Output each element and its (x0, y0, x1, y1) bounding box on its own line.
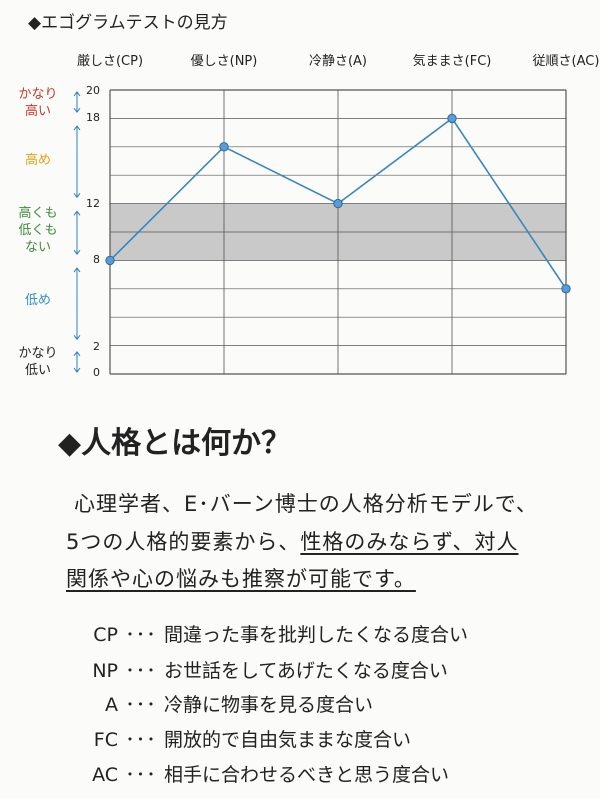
definition-text: お世話をしてあげたくなる度合い (164, 660, 448, 682)
level-label-line: かなり (18, 346, 58, 361)
range-arrow-head (73, 335, 81, 341)
y-tick-0: 0 (93, 366, 100, 379)
level-label-line: ない (24, 240, 51, 255)
level-low: 低め (6, 292, 70, 309)
definition-code: A (105, 694, 118, 716)
level-very-high: かなり 高い (6, 86, 70, 120)
definition-text: 開放的で自由気ままな度合い (164, 729, 412, 751)
column-header-np: 優しさ(NP) (190, 54, 258, 69)
definition-row-np: NP ･･･ お世話をしてあげたくなる度合い (78, 656, 448, 683)
y-tick-18: 18 (86, 111, 100, 124)
paragraph-line-1: 心理学者、E･バーン博士の人格分析モデルで、 (74, 492, 538, 516)
y-tick-12: 12 (86, 197, 100, 210)
range-arrow-head (73, 193, 81, 199)
section-heading: ◆人格とは何か？ (58, 426, 292, 461)
range-arrow-head (73, 210, 81, 216)
definition-code: FC (93, 729, 118, 751)
definition-row-a: A ･･･ 冷静に物事を見る度合い (78, 690, 373, 717)
level-label-line: 低い (24, 363, 51, 378)
definition-code: NP (92, 660, 118, 682)
paragraph-line-3: 関係や心の悩みも推察が可能です。 (66, 567, 416, 591)
chart-grid (109, 89, 567, 375)
y-tick-2: 2 (93, 340, 100, 353)
definition-code: AC (92, 764, 118, 786)
level-high: 高め (6, 152, 70, 169)
chart-title: ◆エゴグラムテストの見方 (28, 13, 228, 33)
range-arrow-head (73, 249, 81, 255)
data-point-cp (105, 255, 115, 266)
data-point-np (219, 142, 229, 152)
definition-code: CP (93, 624, 118, 646)
data-points (105, 113, 571, 294)
y-tick-20: 20 (86, 84, 100, 97)
definition-text: 間違った事を批判したくなる度合い (164, 624, 469, 646)
definition-dots: ･･･ (125, 624, 157, 646)
definition-text: 相手に合わせるべきと思う度合い (164, 764, 450, 786)
column-header-fc: 気ままさ(FC) (412, 54, 492, 69)
definition-text: 冷静に物事を見る度合い (164, 694, 374, 716)
level-label-line: 低くも (18, 223, 58, 238)
level-label-line: 高い (24, 104, 51, 119)
column-header-a: 冷静さ(A) (308, 54, 368, 69)
data-point-a (333, 198, 343, 209)
data-point-ac (561, 284, 571, 294)
range-arrow-head (73, 267, 81, 273)
level-label-line: かなり (18, 87, 58, 102)
level-very-low: かなり 低い (6, 345, 70, 379)
data-point-fc (447, 113, 457, 124)
level-label-line: 高くも (18, 206, 58, 221)
definition-dots: ･･･ (125, 729, 157, 751)
y-tick-8: 8 (93, 253, 100, 266)
paragraph-line-2-underlined: 性格のみならず、対人 (300, 530, 519, 554)
range-arrow-head (73, 107, 81, 113)
definition-row-fc: FC ･･･ 開放的で自由気ままな度合い (78, 725, 411, 752)
paragraph-line-2: 5つの人格的要素から、性格のみならず、対人 (66, 526, 518, 556)
range-arrow-head (73, 367, 81, 373)
paragraph-line-2-plain: 5つの人格的要素から、 (66, 530, 301, 554)
egogram-chart (73, 89, 571, 375)
column-header-cp: 厳しさ(CP) (76, 54, 144, 69)
range-arrow-head (73, 91, 81, 97)
column-header-ac: 従順さ(AC) (532, 54, 600, 69)
definition-dots: ･･･ (125, 764, 157, 786)
definition-row-ac: AC ･･･ 相手に合わせるべきと思う度合い (78, 760, 449, 787)
definition-dots: ･･･ (125, 660, 157, 682)
range-arrow-head (73, 351, 81, 357)
definition-dots: ･･･ (125, 694, 157, 716)
definition-row-cp: CP ･･･ 間違った事を批判したくなる度合い (78, 620, 468, 647)
range-arrow-head (73, 125, 81, 131)
level-medium: 高くも 低くも ない (6, 205, 70, 256)
level-label-line: 低め (24, 293, 51, 308)
level-label-line: 高め (24, 153, 51, 168)
level-range-arrows (73, 91, 81, 373)
